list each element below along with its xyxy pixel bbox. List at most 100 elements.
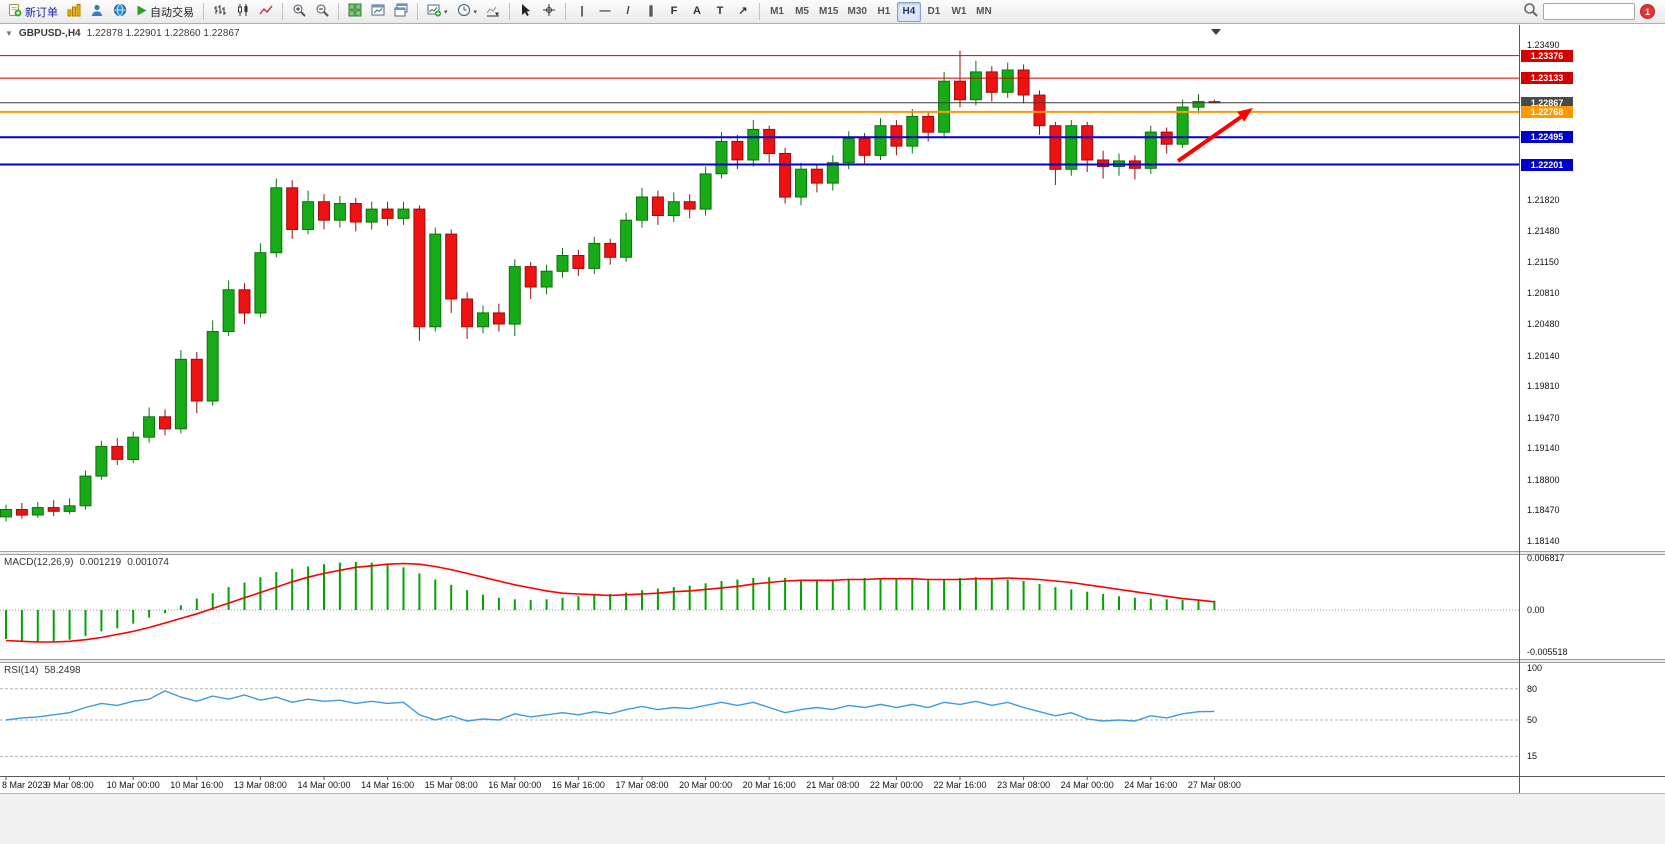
time-axis-border xyxy=(0,776,1665,777)
timeframe-bar: M1 M5 M15 M30 H1 H4 D1 W1 MN xyxy=(765,1,996,22)
equidistant-channel-tool-button[interactable]: ∥ xyxy=(640,2,662,22)
cursor-button[interactable] xyxy=(515,2,537,22)
macd-panel[interactable] xyxy=(0,555,1665,659)
macd-main-value: 0.001219 xyxy=(79,557,122,568)
chart-profiles-button[interactable] xyxy=(390,2,412,22)
tile-windows-icon xyxy=(348,3,362,20)
timeframe-m1-button[interactable]: M1 xyxy=(770,6,784,17)
new-chart-icon xyxy=(427,3,441,20)
dropdown-arrow-icon: ▾ xyxy=(473,8,478,16)
community-button[interactable] xyxy=(109,2,131,22)
chart-ohlc-values: 1.22878 1.22901 1.22860 1.22867 xyxy=(86,28,240,39)
tile-windows-button[interactable] xyxy=(344,2,366,22)
new-chart-window-button[interactable] xyxy=(367,2,389,22)
zoom-out-button[interactable] xyxy=(311,2,333,22)
equidistant-channel-icon: ∥ xyxy=(648,5,654,17)
price-axis-border xyxy=(1519,25,1520,793)
main-chart-panel[interactable] xyxy=(0,25,1665,551)
rsi-value: 58.2498 xyxy=(44,665,81,676)
toolbar-separator xyxy=(509,3,511,20)
timeframe-h1-button[interactable]: H1 xyxy=(877,6,891,17)
crosshair-icon xyxy=(542,3,556,20)
time-axis[interactable] xyxy=(0,777,1665,793)
zoom-out-icon xyxy=(315,3,329,20)
new-chart-dropdown-button[interactable]: ▾ xyxy=(423,2,452,22)
macd-indicator-label: MACD(12,26,9) 0.001219 0.001074 xyxy=(4,557,169,568)
vertical-line-tool-button[interactable]: | xyxy=(571,2,593,22)
clock-icon xyxy=(457,3,471,20)
rsi-panel[interactable] xyxy=(0,663,1665,776)
timeframe-m15-button[interactable]: M15 xyxy=(819,6,839,17)
bar-chart-type-button[interactable] xyxy=(209,2,231,22)
text-icon: A xyxy=(693,5,701,17)
cascade-windows-icon xyxy=(394,3,408,20)
horizontal-line-icon: — xyxy=(599,5,611,17)
fibonacci-icon: F xyxy=(670,5,678,17)
dropdown-arrow-icon: ▾ xyxy=(444,8,448,16)
candlestick-icon xyxy=(236,3,250,20)
line-chart-icon xyxy=(259,3,273,20)
timeframe-m5-button[interactable]: M5 xyxy=(795,6,809,17)
toolbar-separator xyxy=(338,3,339,20)
cursor-icon xyxy=(519,3,533,20)
vertical-line-icon: | xyxy=(580,5,584,17)
toolbar-separator xyxy=(282,3,283,20)
timeframe-d1-button[interactable]: D1 xyxy=(927,6,941,17)
data-window-button[interactable] xyxy=(86,2,108,22)
periods-dropdown-button[interactable]: ▾ xyxy=(453,2,482,22)
new-order-button[interactable]: 新订单 xyxy=(4,2,62,22)
toolbar: 新订单 自动交易 xyxy=(0,0,1665,24)
chart-window-icon xyxy=(371,3,385,20)
toolbar-separator xyxy=(565,3,567,20)
draw-tools-bar: | — / ∥ F A T ↗ xyxy=(571,2,754,22)
timeframe-w1-button[interactable]: W1 xyxy=(951,6,967,17)
search-icon[interactable] xyxy=(1523,2,1538,22)
zoom-in-button[interactable] xyxy=(288,2,310,22)
text-tool-button[interactable]: A xyxy=(686,2,708,22)
new-order-label: 新订单 xyxy=(25,6,58,19)
timeframe-mn-button[interactable]: MN xyxy=(976,6,992,17)
toolbar-separator xyxy=(417,3,418,20)
trendline-tool-button[interactable]: / xyxy=(617,2,639,22)
panel-splitter[interactable] xyxy=(0,659,1665,663)
toolbar-right-tools: 1 xyxy=(1523,2,1661,22)
zoom-in-icon xyxy=(292,3,306,20)
toolbar-separator xyxy=(203,3,204,20)
globe-icon xyxy=(113,3,127,20)
rsi-name: RSI(14) xyxy=(4,665,39,676)
fibonacci-tool-button[interactable]: F xyxy=(663,2,685,22)
notification-badge[interactable]: 1 xyxy=(1640,4,1655,19)
price-axis[interactable] xyxy=(1520,25,1665,776)
chart-symbol-period: GBPUSD-,H4 xyxy=(18,28,81,39)
candlestick-type-button[interactable] xyxy=(232,2,254,22)
new-order-icon xyxy=(8,3,22,20)
search-input[interactable] xyxy=(1543,3,1635,20)
chart-shift-button[interactable] xyxy=(482,2,504,22)
label-icon: T xyxy=(716,5,724,17)
auto-trading-button[interactable]: 自动交易 xyxy=(132,2,198,22)
arrows-tool-button[interactable]: ↗ xyxy=(732,2,754,22)
window-bottom-strip xyxy=(0,793,1665,844)
line-chart-type-button[interactable] xyxy=(255,2,277,22)
label-tool-button[interactable]: T xyxy=(709,2,731,22)
crosshair-button[interactable] xyxy=(538,2,560,22)
macd-signal-value: 0.001074 xyxy=(127,557,169,568)
chart-title: ▼ GBPUSD-,H4 1.22878 1.22901 1.22860 1.2… xyxy=(5,28,240,39)
gold-bars-icon xyxy=(67,3,81,20)
toolbar-separator xyxy=(759,3,761,20)
trendline-icon: / xyxy=(626,5,630,17)
auto-trading-label: 自动交易 xyxy=(150,6,194,19)
timeframe-m30-button[interactable]: M30 xyxy=(847,6,867,17)
arrows-icon: ↗ xyxy=(738,5,748,17)
panel-splitter[interactable] xyxy=(0,551,1665,555)
timeframe-h4-button[interactable]: H4 xyxy=(896,1,921,22)
rsi-indicator-label: RSI(14) 58.2498 xyxy=(4,665,81,676)
macd-name: MACD(12,26,9) xyxy=(4,557,74,568)
chart-shift-icon xyxy=(486,3,500,20)
profile-icon xyxy=(90,3,104,20)
horizontal-line-tool-button[interactable]: — xyxy=(594,2,616,22)
charts-list-button[interactable] xyxy=(63,2,85,22)
expand-panel-icon[interactable]: ▼ xyxy=(5,29,13,38)
ohlc-bars-icon xyxy=(213,3,227,20)
